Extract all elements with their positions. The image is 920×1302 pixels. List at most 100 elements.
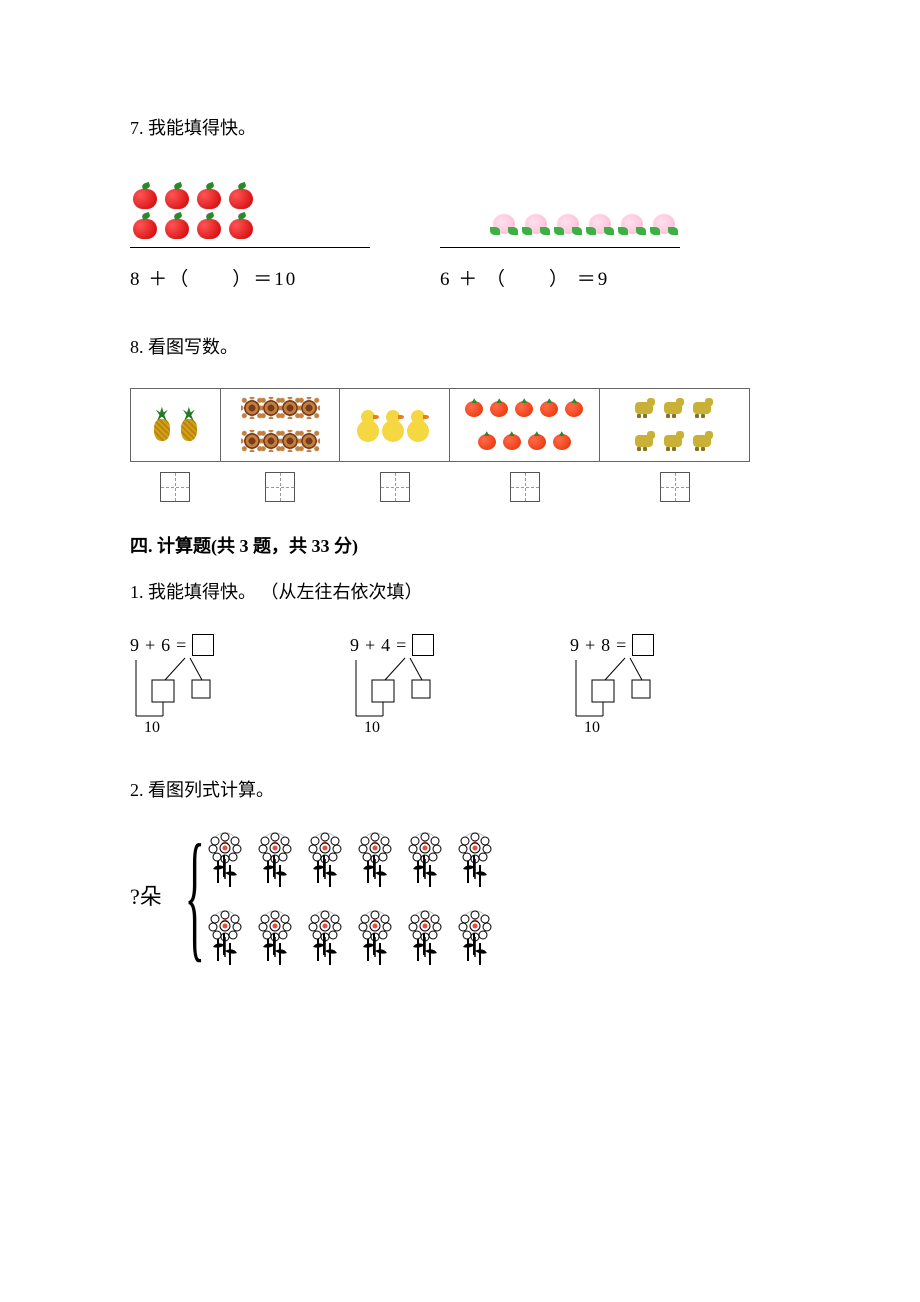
operator: + [585,635,595,656]
flower-row [205,831,495,881]
tomato-icon [564,398,584,418]
q7-left-expression: 8 ＋（ ）＝10 [130,248,370,291]
q8-answer-box-wrap [130,472,220,502]
brace-icon: { [184,835,204,955]
decomp-target: 10 [144,719,160,734]
flower-icon [305,831,345,881]
q8-cell-tomato [450,389,600,461]
flower8-icon [244,433,260,449]
result-box[interactable] [192,634,214,656]
decomp-diagram: 10 [130,654,260,734]
peach-icon [552,209,584,241]
apple-icon [130,211,160,241]
flower-icon [405,909,445,959]
section4-title: 四. 计算题(共 3 题，共 33 分) [130,532,790,558]
tomato-icon [552,431,572,451]
decomposition-item: 9+4=10 [350,634,500,734]
flower-icon [455,909,495,959]
answer-box[interactable] [265,472,295,502]
apple-icon [194,181,224,211]
cow-icon [662,431,686,451]
q8-cell-cow [600,389,750,461]
cow-icon [691,398,715,418]
peach-icon [616,209,648,241]
pineapple-icon [177,405,201,445]
q7-left-group: 8 ＋（ ）＝10 [130,168,370,291]
equals: = [396,635,406,656]
q7-left-items [130,168,370,248]
flower8-icon [301,400,317,416]
apple-icon [162,181,192,211]
tomato-icon [489,398,509,418]
peach-icon [488,209,520,241]
equals: = [616,635,626,656]
s4-q2-label: ?朵 [130,879,162,911]
q7-right-items [440,168,680,248]
flower-icon [205,909,245,959]
decomp-expression: 9+6= [130,634,280,656]
duck-icon [409,408,431,442]
flower-icon [255,831,295,881]
q7-figure: 8 ＋（ ）＝10 6 ＋ （ ） ＝9 [130,168,790,291]
q7-title: 7. 我能填得快。 [130,112,790,144]
apple-icon [162,211,192,241]
apple-icon [226,211,256,241]
s4-q2-figure: ?朵 { [130,831,790,959]
tomato-icon [539,398,559,418]
flower-icon [455,831,495,881]
apple-icon [226,181,256,211]
operand-b: 6 [161,635,170,656]
flower8-icon [263,400,279,416]
pineapple-icon [150,405,174,445]
q8-table [130,388,750,462]
s4-q1-figure: 9+6=109+4=109+8=10 [130,634,790,734]
q8-answer-box-wrap [340,472,450,502]
q8-cell-pineapple [131,389,221,461]
operand-a: 9 [130,635,139,656]
decomp-diagram: 10 [570,654,700,734]
flower-row [205,909,495,959]
q8-answer-boxes [130,472,750,502]
answer-box[interactable] [660,472,690,502]
answer-box[interactable] [510,472,540,502]
decomp-expression: 9+8= [570,634,720,656]
q7-right-expression: 6 ＋ （ ） ＝9 [440,248,680,291]
q8-title: 8. 看图写数。 [130,331,790,363]
flower-icon [355,909,395,959]
result-box[interactable] [412,634,434,656]
tomato-icon [502,431,522,451]
result-box[interactable] [632,634,654,656]
apple-row [130,211,256,241]
answer-box[interactable] [380,472,410,502]
tomato-icon [527,431,547,451]
decomp-target: 10 [364,719,380,734]
tomato-icon [477,431,497,451]
decomp-target: 10 [584,719,600,734]
cow-icon [633,398,657,418]
flower-icon [255,909,295,959]
operator: + [145,635,155,656]
operand-a: 9 [570,635,579,656]
operator: + [365,635,375,656]
flower-icon [405,831,445,881]
flower8-icon [263,433,279,449]
q8-cell-duck [340,389,450,461]
tomato-icon [464,398,484,418]
operand-b: 4 [381,635,390,656]
duck-icon [384,408,406,442]
q8-answer-box-wrap [220,472,340,502]
s4-q2-flower-rows [205,831,495,959]
flower8-icon [301,433,317,449]
cow-icon [662,398,686,418]
q8-figure [130,388,790,502]
peach-icon [520,209,552,241]
flower8-icon [282,433,298,449]
answer-box[interactable] [160,472,190,502]
s4-q1-title: 1. 我能填得快。 （从左往右依次填） [130,576,790,608]
s4-q2-title: 2. 看图列式计算。 [130,774,790,806]
flower-icon [305,909,345,959]
tomato-icon [514,398,534,418]
peach-icon [584,209,616,241]
flower-icon [205,831,245,881]
decomposition-item: 9+8=10 [570,634,720,734]
